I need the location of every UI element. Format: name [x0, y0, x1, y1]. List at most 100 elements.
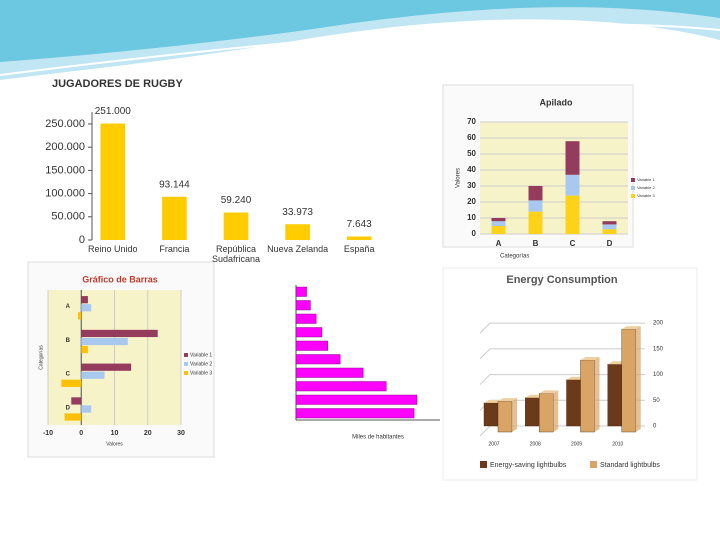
legend-swatch — [631, 178, 635, 182]
x-tick-label-box: España — [344, 244, 375, 254]
bar — [621, 328, 636, 433]
y-tick-label: 40 — [467, 165, 476, 174]
y-tick-label: 250.000 — [45, 118, 85, 130]
x-tick-label: Reino Unido — [88, 244, 138, 254]
legend-swatch — [590, 461, 597, 468]
x-tick-label-box: República Sudafricana — [211, 244, 260, 264]
bar — [607, 364, 622, 427]
wave-front — [0, 0, 720, 62]
x-tick-label-box: Nueva Zelanda — [267, 244, 328, 254]
bar — [81, 304, 92, 312]
bar — [346, 236, 372, 240]
y-axis-label: Valores — [456, 168, 462, 188]
bar-side — [512, 398, 517, 432]
bar — [566, 379, 581, 427]
bar — [81, 329, 158, 338]
y-tick-label: 30 — [467, 181, 476, 190]
bar — [295, 313, 317, 324]
data-label: 33.973 — [282, 207, 313, 218]
y-tick-label: 150.000 — [45, 164, 85, 176]
bar-side — [635, 326, 641, 432]
legend-label: Standard lightbulbs — [600, 462, 660, 469]
bar — [81, 296, 88, 304]
x-axis-label: Categorías — [500, 254, 529, 260]
bar-top — [580, 357, 600, 360]
chart-title: Apilado — [540, 97, 574, 107]
bar-segment — [491, 218, 506, 222]
y-tick-label: 20 — [467, 197, 476, 206]
y-axis-label: Categorías — [38, 345, 44, 370]
x-tick-label: 30 — [177, 430, 185, 437]
bar — [81, 371, 105, 379]
y-tick-label: 200.000 — [45, 141, 85, 153]
x-tick-label-box: Francia — [159, 244, 189, 254]
bar — [295, 381, 387, 392]
legend-label: Variable 1 — [190, 352, 212, 358]
y-tick-label: 50.000 — [51, 211, 85, 223]
bar — [81, 345, 88, 354]
legend-label: Variable 1 — [637, 177, 655, 182]
bar-segment — [602, 221, 617, 225]
y-tick-label: C — [66, 372, 71, 378]
bar-segment — [565, 141, 580, 175]
bar-segment — [528, 200, 543, 212]
x-axis-label: Miles de habitantes — [352, 435, 404, 441]
bar — [64, 413, 82, 421]
bar-top — [621, 326, 641, 330]
legend-label: Variable 3 — [637, 193, 655, 198]
bar-segment — [602, 229, 617, 234]
legend-swatch — [184, 362, 188, 366]
y-tick-label: 0 — [653, 424, 657, 430]
data-label: 7.643 — [347, 219, 372, 230]
x-tick-label: 2007 — [488, 441, 499, 447]
legend-label: Energy-saving lightbulbs — [490, 462, 567, 469]
y-tick-label: D — [66, 405, 71, 411]
bar-segment — [528, 211, 543, 234]
bar — [61, 379, 82, 387]
x-tick-label: República Sudafricana — [211, 244, 260, 264]
bar — [483, 402, 499, 427]
x-tick-label: -10 — [43, 430, 53, 437]
bar — [295, 286, 307, 297]
bar — [285, 224, 310, 240]
bar — [295, 327, 323, 338]
y-tick-label: A — [66, 304, 71, 310]
legend-label: Variable 3 — [190, 370, 212, 376]
x-tick-label: C — [570, 239, 576, 248]
y-tick-label: 60 — [467, 133, 476, 142]
chart-title: Gráfico de Barras — [82, 274, 158, 284]
x-axis-label: Valores — [106, 441, 123, 447]
bar — [539, 393, 554, 433]
chart-title: Energy Consumption — [506, 274, 618, 286]
x-tick-label: 2010 — [612, 441, 623, 447]
legend-label: Variable 2 — [637, 185, 655, 190]
plot-area — [480, 122, 628, 234]
y-tick-label: 200 — [653, 321, 664, 327]
x-tick-label-box: Reino Unido — [88, 244, 138, 254]
bar — [295, 354, 341, 365]
bar-side — [594, 357, 600, 432]
x-tick-label: 10 — [111, 430, 119, 437]
legend-swatch — [184, 353, 188, 357]
bar — [497, 400, 513, 433]
data-label: 59.240 — [221, 195, 252, 206]
y-tick-label: 50 — [653, 398, 660, 404]
y-tick-label: 10 — [467, 213, 476, 222]
bar-segment — [528, 186, 543, 201]
bar — [71, 397, 82, 405]
x-tick-label: 0 — [79, 430, 83, 437]
grid-line — [479, 322, 645, 334]
bar — [295, 367, 364, 378]
bar — [295, 300, 311, 311]
bar-segment — [491, 226, 506, 234]
legend-swatch — [631, 186, 635, 190]
bar — [81, 405, 92, 413]
bar — [100, 123, 126, 240]
data-label: 93.144 — [159, 179, 190, 190]
y-tick-label: 100.000 — [45, 187, 85, 199]
data-label: 251.000 — [95, 106, 132, 117]
y-tick-label: 150 — [653, 346, 664, 352]
bar — [223, 212, 249, 240]
bar-top — [498, 398, 517, 402]
bar-segment — [565, 174, 580, 196]
